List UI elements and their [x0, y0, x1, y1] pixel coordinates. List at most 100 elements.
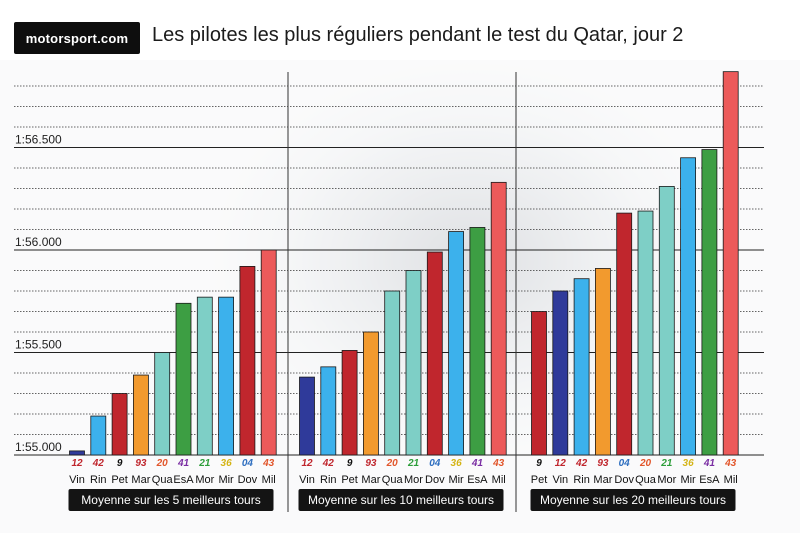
bar: [552, 290, 569, 456]
bar: [722, 71, 739, 456]
rider-label: Rin: [90, 474, 107, 486]
rider-number-label: 42: [92, 458, 105, 469]
rider-number-label: 20: [156, 458, 169, 469]
rider-label: EsA: [699, 474, 720, 486]
y-tick-label: 1:55.500: [15, 338, 62, 352]
rider-label: EsA: [173, 474, 194, 486]
rider-label: Qua: [152, 474, 174, 486]
rider-label: Pet: [531, 474, 548, 486]
rider-number-label: 20: [639, 458, 652, 469]
rider-label: EsA: [467, 474, 488, 486]
rider-number-label: 12: [71, 458, 83, 469]
rider-label: Qua: [382, 474, 404, 486]
rider-label: Qua: [635, 474, 657, 486]
rider-label: Mor: [404, 474, 423, 486]
bar: [426, 251, 443, 456]
rider-number-label: 04: [619, 458, 631, 469]
rider-number-label: 21: [198, 458, 211, 469]
rider-number-label: 9: [347, 458, 353, 469]
rider-label: Mar: [361, 474, 380, 486]
rider-label: Mil: [492, 474, 506, 486]
rider-label: Vin: [299, 474, 315, 486]
rider-number-label: 9: [117, 458, 123, 469]
panel-title-box: [298, 489, 504, 511]
rider-number-label: 41: [177, 458, 190, 469]
rider-number-label: 93: [365, 458, 377, 469]
bar: [196, 296, 213, 456]
bar: [637, 210, 654, 456]
rider-number-label: 43: [724, 458, 737, 469]
bar: [90, 415, 107, 456]
bar: [69, 450, 85, 456]
bar: [341, 350, 358, 456]
rider-number-label: 43: [492, 458, 505, 469]
bar: [154, 352, 171, 456]
rider-number-label: 21: [660, 458, 673, 469]
rider-number-label: 93: [597, 458, 609, 469]
y-tick-label: 1:55.000: [15, 440, 62, 454]
panel-title: Moyenne sur les 5 meilleurs tours: [81, 493, 260, 507]
rider-number-label: 21: [407, 458, 420, 469]
rider-number-label: 9: [536, 458, 542, 469]
rider-number-label: 42: [322, 458, 335, 469]
panel-title: Moyenne sur les 10 meilleurs tours: [308, 493, 494, 507]
bar: [320, 366, 337, 456]
bar: [299, 376, 315, 456]
rider-label: Mor: [657, 474, 676, 486]
bar: [595, 268, 611, 456]
bar: [260, 249, 277, 456]
rider-number-label: 36: [221, 458, 233, 469]
rider-label: Mir: [680, 474, 696, 486]
rider-label: Mor: [195, 474, 214, 486]
rider-label: Vin: [69, 474, 85, 486]
bar: [132, 374, 149, 456]
motorsport-logo: motorsport.com: [14, 22, 140, 54]
rider-number-label: 43: [262, 458, 275, 469]
rider-number-label: 12: [555, 458, 567, 469]
rider-label: Rin: [320, 474, 337, 486]
panel-title: Moyenne sur les 20 meilleurs tours: [540, 493, 726, 507]
rider-number-label: 04: [242, 458, 254, 469]
bar: [384, 290, 401, 456]
rider-label: Vin: [552, 474, 568, 486]
rider-number-label: 36: [683, 458, 695, 469]
chart-title: Les pilotes les plus réguliers pendant l…: [152, 24, 684, 46]
bar: [362, 331, 379, 456]
bar: [175, 302, 192, 456]
rider-label: Dov: [614, 474, 634, 486]
bar: [218, 296, 235, 456]
bar: [680, 157, 696, 456]
rider-number-label: 20: [386, 458, 399, 469]
bar: [616, 212, 633, 456]
panel-title-box: [68, 489, 274, 511]
bar: [239, 265, 256, 456]
rider-label: Pet: [111, 474, 128, 486]
rider-number-label: 93: [135, 458, 147, 469]
rider-number-label: 42: [575, 458, 588, 469]
rider-label: Mil: [262, 474, 276, 486]
rider-number-label: 36: [451, 458, 463, 469]
rider-number-label: 41: [471, 458, 484, 469]
rider-label: Mar: [593, 474, 612, 486]
rider-label: Rin: [573, 474, 590, 486]
bar: [490, 181, 507, 456]
bar: [573, 278, 590, 456]
rider-number-label: 12: [301, 458, 313, 469]
bar: [658, 186, 675, 456]
panel-title-box: [530, 489, 736, 511]
bar: [469, 227, 486, 456]
rider-label: Mir: [218, 474, 234, 486]
rider-label: Mar: [131, 474, 150, 486]
bar: [531, 311, 547, 456]
y-tick-label: 1:56.000: [15, 235, 62, 249]
rider-label: Dov: [238, 474, 258, 486]
rider-label: Mil: [724, 474, 738, 486]
bar: [448, 231, 465, 456]
rider-label: Pet: [341, 474, 358, 486]
rider-number-label: 04: [429, 458, 441, 469]
rider-label: Dov: [425, 474, 445, 486]
bar: [701, 149, 718, 456]
rider-number-label: 41: [703, 458, 716, 469]
bar: [111, 393, 128, 456]
